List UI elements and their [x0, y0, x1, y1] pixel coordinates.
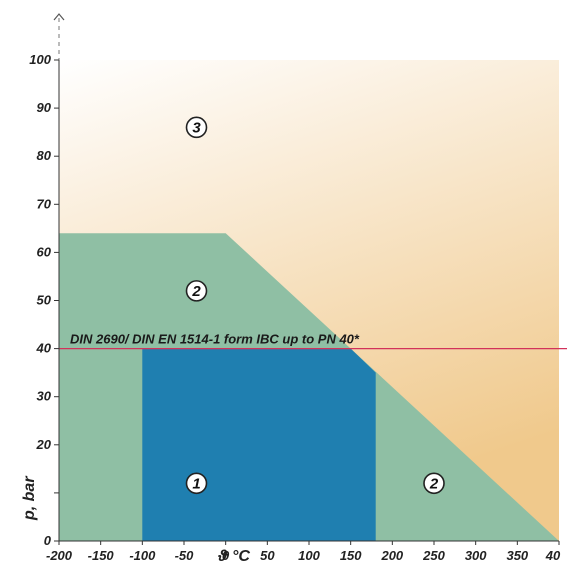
x-tick-label: 150: [340, 548, 362, 563]
x-tick-label: -150: [88, 548, 115, 563]
y-tick-label: 0: [44, 533, 52, 548]
zone-label-2: 1: [185, 472, 208, 495]
x-tick-label: 100: [298, 548, 320, 563]
pn40-reference-label: DIN 2690/ DIN EN 1514-1 form IBC up to P…: [70, 332, 360, 347]
y-tick-label: 70: [37, 196, 52, 211]
x-tick-label: 350: [506, 548, 528, 563]
y-tick-label: 50: [37, 293, 52, 308]
zone-label-circle: [423, 472, 445, 495]
zone-label-text: 1: [192, 475, 200, 492]
zone-label-3: 2: [423, 472, 445, 495]
x-tick-label: 40: [545, 548, 561, 563]
zone-label-circle: [185, 116, 208, 139]
y-tick-label: 60: [37, 244, 52, 259]
x-tick-label: 200: [380, 548, 403, 563]
y-tick-label: 100: [29, 52, 51, 67]
zone-label-0: 3: [185, 116, 208, 139]
x-tick-label: -100: [129, 548, 156, 563]
y-tick-label: 30: [37, 389, 52, 404]
x-tick-label: -50: [175, 548, 195, 563]
x-tick-label: 250: [422, 548, 445, 563]
x-tick-label: 50: [260, 548, 275, 563]
zone-label-circle: [185, 280, 208, 302]
x-tick-label: 0: [222, 548, 230, 563]
zone-label-text: 2: [191, 283, 201, 300]
y-tick-label: 90: [37, 100, 52, 115]
x-axis-title: ϑ °C: [217, 548, 250, 565]
x-tick-label: -200: [46, 548, 73, 563]
y-axis-arrow-icon: [53, 13, 65, 21]
zone-label-1: 2: [185, 280, 208, 302]
x-tick-label: 300: [465, 548, 487, 563]
zone-label-text: 3: [192, 119, 201, 136]
y-tick-label: 40: [36, 341, 52, 356]
zone-1-area: [142, 348, 376, 541]
y-tick-label: 80: [37, 148, 52, 163]
zone-label-text: 2: [429, 475, 439, 492]
zone-label-circle: [185, 472, 208, 495]
y-axis-title: p, bar: [21, 476, 38, 521]
y-tick-label: 20: [36, 437, 52, 452]
